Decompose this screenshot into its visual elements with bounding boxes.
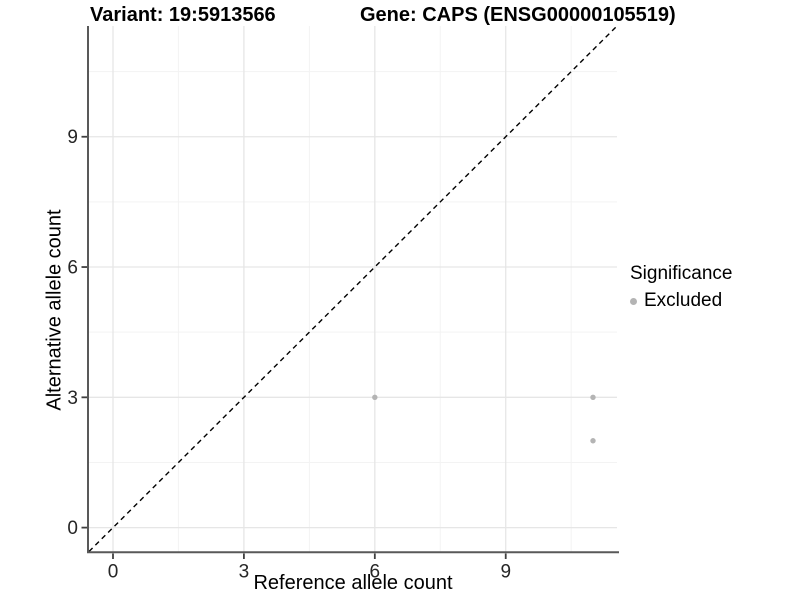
x-axis-title: Reference allele count [253,572,453,594]
x-tick-label: 0 [108,562,119,583]
x-tick-label: 6 [370,562,381,583]
y-tick-label: 9 [67,127,78,148]
y-tick-label: 3 [67,388,78,409]
excluded-point-icon [630,297,637,305]
legend-title: Significance [630,263,733,284]
y-tick-label: 0 [67,518,78,539]
gene-title: Gene: CAPS (ENSG00000105519) [360,4,676,26]
legend-item-excluded: Excluded [630,290,732,312]
legend-item-label: Excluded [644,290,723,311]
y-tick-label: 6 [67,258,78,279]
legend: Significance Excluded [630,263,732,312]
data-point [372,394,378,401]
identity-line [88,25,618,552]
x-tick-label: 3 [239,562,250,583]
data-point [590,394,596,401]
x-tick-label: 9 [500,562,511,583]
data-point [590,438,596,444]
y-axis-title: Alternative allele count [43,209,66,411]
variant-title: Variant: 19:5913566 [90,4,276,26]
